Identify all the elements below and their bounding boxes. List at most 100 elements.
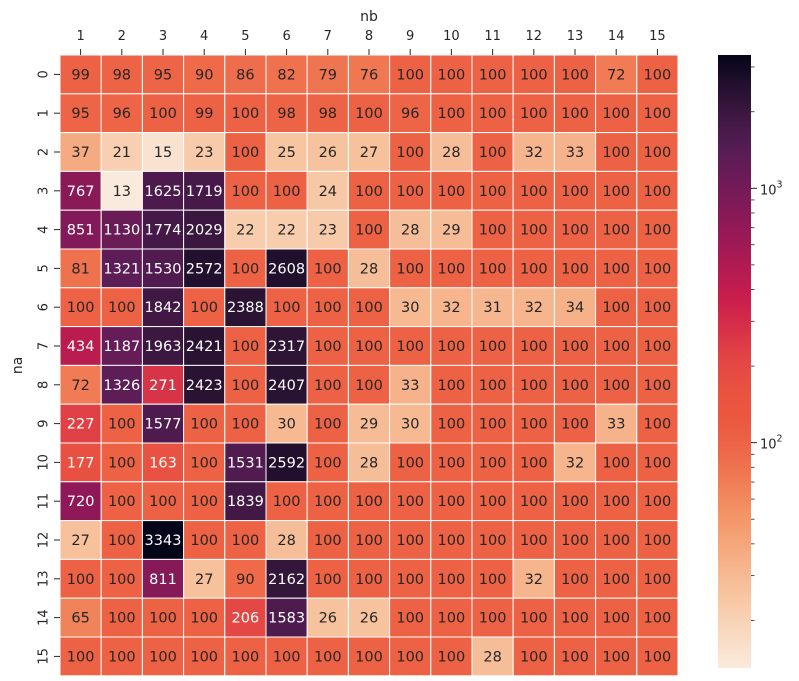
- cell-value-label: 28: [401, 223, 419, 239]
- cell-value-label: 100: [232, 533, 260, 549]
- cell-value-label: 2423: [186, 378, 223, 394]
- heatmap-cell: [471, 481, 514, 522]
- cell-value-label: 100: [438, 261, 466, 277]
- cell-value-label: 100: [520, 184, 548, 200]
- cell-value-label: 100: [602, 300, 630, 316]
- heatmap-cell: [265, 442, 308, 483]
- cell-value-label: 1583: [268, 611, 305, 627]
- cell-value-label: 100: [355, 533, 383, 549]
- heatmap-cell: [224, 442, 267, 483]
- cell-value-label: 100: [561, 106, 589, 122]
- cell-value-label: 1963: [145, 339, 182, 355]
- cell-value-label: 32: [525, 300, 543, 316]
- cell-value-label: 434: [67, 339, 95, 355]
- heatmap-cell: [595, 170, 638, 211]
- y-tick-label: 10: [37, 454, 52, 471]
- heatmap-cell: [389, 170, 432, 211]
- heatmap-cell: [306, 248, 349, 289]
- cell-value-label: 100: [232, 649, 260, 665]
- heatmap-cell: [553, 520, 597, 560]
- cell-value-label: 100: [190, 494, 218, 510]
- cell-value-label: 100: [232, 339, 260, 355]
- heatmap-cell: [347, 287, 391, 328]
- heatmap-cell: [265, 209, 308, 250]
- cell-value-label: 100: [355, 649, 383, 665]
- heatmap-cell: [430, 248, 473, 289]
- cell-value-label: 100: [232, 417, 260, 433]
- cell-value-label: 100: [520, 261, 548, 277]
- cell-value-label: 37: [71, 145, 89, 161]
- cell-value-label: 100: [479, 223, 507, 239]
- cell-value-label: 100: [561, 223, 589, 239]
- cell-value-label: 100: [520, 494, 548, 510]
- cell-value-label: 100: [108, 494, 136, 510]
- cell-value-label: 1130: [103, 223, 140, 239]
- heatmap-cell: [265, 54, 308, 95]
- cell-value-label: 96: [401, 106, 419, 122]
- cell-value-label: 100: [190, 611, 218, 627]
- cell-value-label: 30: [277, 417, 295, 433]
- heatmap-cell: [347, 364, 391, 405]
- heatmap-cell: [471, 170, 514, 211]
- cell-value-label: 32: [525, 145, 543, 161]
- heatmap-cell: [100, 364, 143, 405]
- heatmap-cell: [306, 558, 349, 599]
- cell-value-label: 206: [232, 611, 260, 627]
- heatmap-cell: [59, 364, 102, 405]
- cell-value-label: 28: [483, 649, 501, 665]
- cell-value-label: 99: [71, 67, 89, 83]
- heatmap-cell: [306, 326, 349, 366]
- cell-value-label: 100: [520, 67, 548, 83]
- cell-value-label: 100: [644, 378, 672, 394]
- cell-value-label: 100: [479, 417, 507, 433]
- cell-value-label: 100: [520, 223, 548, 239]
- cell-value-label: 100: [355, 106, 383, 122]
- y-tick-label: 6: [37, 303, 52, 311]
- heatmap-cell: [636, 287, 679, 328]
- heatmap-cell: [141, 481, 185, 522]
- heatmap-cell: [183, 597, 226, 638]
- cell-value-label: 2407: [268, 378, 305, 394]
- cell-value-label: 100: [108, 649, 136, 665]
- cell-value-label: 100: [355, 223, 383, 239]
- cell-value-label: 720: [67, 494, 95, 510]
- cell-value-label: 100: [520, 417, 548, 433]
- heatmap-cell: [59, 442, 102, 483]
- cell-value-label: 100: [438, 572, 466, 588]
- cell-value-label: 271: [149, 378, 177, 394]
- cell-value-label: 100: [479, 339, 507, 355]
- heatmap-cell: [183, 93, 226, 134]
- heatmap-cell: [347, 248, 391, 289]
- cell-value-label: 100: [396, 572, 424, 588]
- cell-value-label: 32: [442, 300, 460, 316]
- cell-value-label: 100: [314, 455, 342, 471]
- cell-value-label: 100: [273, 184, 301, 200]
- heatmap-cell: [183, 558, 226, 599]
- cell-value-label: 177: [67, 455, 95, 471]
- cell-value-label: 100: [149, 611, 177, 627]
- cell-value-label: 33: [607, 417, 625, 433]
- cell-value-label: 100: [314, 378, 342, 394]
- heatmap-cell: [265, 170, 308, 211]
- cell-value-label: 100: [396, 494, 424, 510]
- heatmap-cell: [389, 287, 432, 328]
- cell-value-label: 100: [108, 611, 136, 627]
- cell-value-label: 100: [355, 378, 383, 394]
- x-tick-label: 1: [76, 29, 84, 44]
- cell-value-label: 100: [602, 223, 630, 239]
- cell-value-label: 98: [319, 106, 337, 122]
- heatmap-cell: [512, 403, 555, 444]
- y-tick-label: 8: [37, 381, 52, 389]
- heatmap-cell: [306, 132, 349, 172]
- heatmap-cell: [512, 364, 555, 405]
- heatmap-cell: [347, 93, 391, 134]
- cell-value-label: 100: [520, 339, 548, 355]
- heatmap-cell: [389, 597, 432, 638]
- cell-value-label: 100: [561, 572, 589, 588]
- heatmap-cell: [471, 442, 514, 483]
- heatmap-cell: [265, 287, 308, 328]
- cell-value-label: 100: [108, 300, 136, 316]
- cell-value-label: 28: [360, 455, 378, 471]
- cell-value-label: 1839: [227, 494, 264, 510]
